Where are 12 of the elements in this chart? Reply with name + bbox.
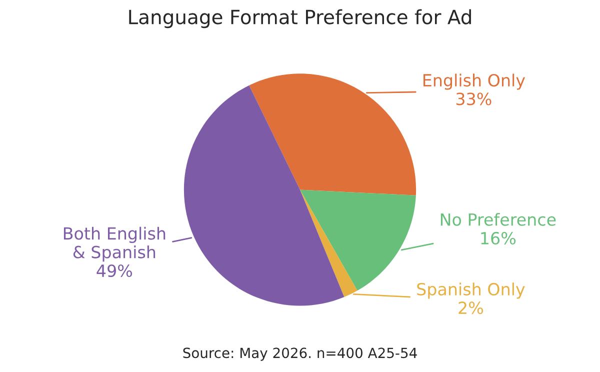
data-label: 49% <box>96 264 132 278</box>
source-note: Source: May 2026. n=400 A25-54 <box>183 348 417 361</box>
slice-label: English Only <box>424 74 526 90</box>
pie-slice <box>184 85 344 306</box>
pie-slice <box>249 74 416 196</box>
slice-label: Both English & Spanish <box>64 226 166 262</box>
chart-title: Language Format Preference for Ad <box>129 9 471 28</box>
slice-label: No Preference <box>440 212 556 226</box>
data-label: 16% <box>481 232 516 245</box>
data-label: 33% <box>456 92 492 106</box>
slice-label: Spanish Only <box>417 282 525 299</box>
data-label: 2% <box>458 302 484 314</box>
